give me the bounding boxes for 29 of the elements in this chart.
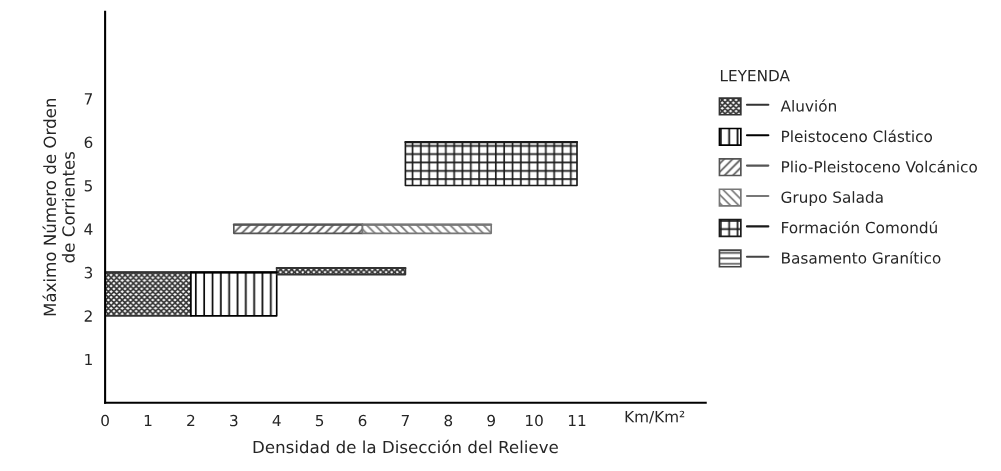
- text: Km/Km²: [625, 410, 685, 424]
- y-tick-label: 5: [84, 180, 92, 192]
- y-tick-label: 2: [84, 310, 92, 322]
- x-tick-label: 1: [144, 414, 152, 427]
- x-tick-label: 3: [230, 414, 238, 427]
- legend-label: Formación Comondú: [782, 220, 937, 234]
- x-tick-label: 11: [568, 414, 586, 427]
- x-tick-label: 0: [101, 414, 109, 427]
- legend-label: Plio-Pleistoceno Volcánico: [782, 160, 977, 173]
- y-tick-label: 6: [84, 136, 93, 149]
- y-tick-label: 4: [84, 223, 93, 235]
- x-tick-label: 8: [444, 414, 453, 427]
- legend-label: Basamento Granítico: [782, 251, 941, 264]
- legend-label: Aluvión: [780, 99, 836, 112]
- x-tick-label: 9: [487, 414, 495, 427]
- legend-label: Grupo Salada: [781, 191, 883, 206]
- y-tick-label: 3: [84, 266, 93, 279]
- legend-label: Pleistoceno Clástico: [782, 129, 933, 143]
- x-tick-label: 4: [272, 414, 281, 427]
- legend-title: LEYENDA: [720, 70, 790, 82]
- x-tick-label: 2: [187, 414, 195, 427]
- y-tick-label: 1: [85, 353, 92, 366]
- x-tick-label: 7: [401, 414, 409, 427]
- y-axis-title: Máximo Número de Orden de Corrientes: [42, 98, 75, 316]
- x-axis-title: Densidad de la Disección del Relieve: [253, 439, 558, 454]
- y-tick-label: 7: [84, 93, 92, 105]
- x-tick-label: 10: [526, 414, 543, 427]
- x-tick-label: 6: [358, 414, 367, 427]
- x-tick-label: 5: [315, 414, 324, 427]
